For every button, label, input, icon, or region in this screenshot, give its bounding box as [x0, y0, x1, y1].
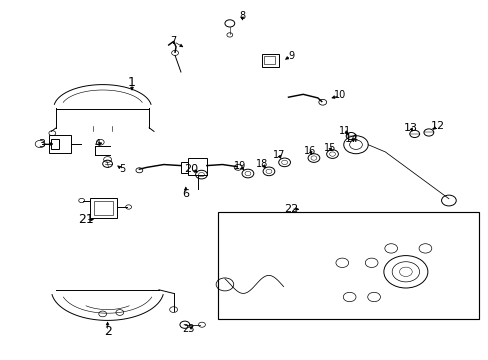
- Text: 16: 16: [304, 146, 316, 156]
- Bar: [181, 162, 188, 173]
- Bar: [264, 56, 274, 64]
- Text: 14: 14: [345, 134, 358, 144]
- Text: 19: 19: [233, 161, 245, 171]
- Text: 4: 4: [95, 139, 101, 149]
- Text: 22: 22: [283, 204, 298, 214]
- Text: 9: 9: [287, 51, 293, 61]
- Text: 13: 13: [403, 123, 417, 133]
- Text: 12: 12: [430, 121, 444, 131]
- Text: 18: 18: [255, 159, 267, 169]
- Text: 1: 1: [128, 76, 136, 89]
- Text: 6: 6: [182, 189, 189, 199]
- Text: 5: 5: [119, 164, 125, 174]
- Bar: [94, 201, 113, 215]
- Text: 7: 7: [170, 36, 176, 46]
- Bar: [217, 212, 478, 319]
- Bar: [261, 54, 278, 67]
- Bar: [51, 139, 59, 149]
- Bar: [49, 135, 71, 153]
- Text: 20: 20: [183, 164, 197, 174]
- Bar: [188, 158, 206, 175]
- Bar: [90, 198, 117, 218]
- Text: 11: 11: [338, 126, 350, 136]
- Text: 8: 8: [239, 11, 244, 21]
- Text: 17: 17: [272, 150, 285, 160]
- Text: 21: 21: [78, 213, 93, 226]
- Text: 10: 10: [333, 90, 346, 100]
- Text: 2: 2: [103, 325, 111, 338]
- Text: 3: 3: [38, 139, 45, 149]
- Text: 15: 15: [323, 143, 336, 153]
- Text: 23: 23: [182, 324, 194, 334]
